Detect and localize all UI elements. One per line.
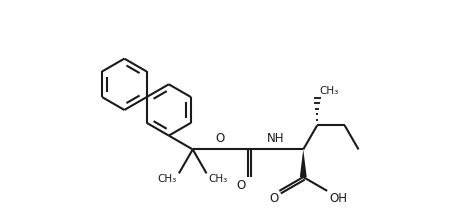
Text: OH: OH: [329, 192, 347, 205]
Polygon shape: [300, 149, 307, 177]
Text: CH₃: CH₃: [158, 174, 177, 184]
Text: O: O: [237, 179, 246, 192]
Text: O: O: [269, 192, 278, 205]
Text: O: O: [216, 132, 225, 145]
Text: CH₃: CH₃: [208, 174, 228, 184]
Text: NH: NH: [267, 132, 284, 145]
Text: CH₃: CH₃: [319, 86, 338, 96]
